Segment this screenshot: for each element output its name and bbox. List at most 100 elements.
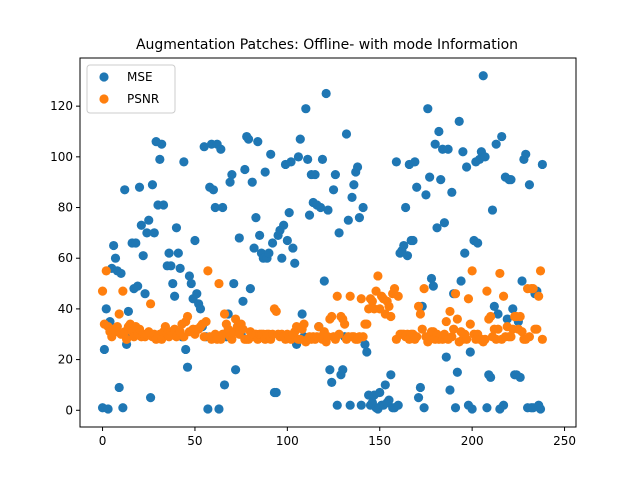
data-point: [179, 157, 189, 167]
data-point: [330, 169, 340, 180]
data-point: [332, 400, 342, 410]
axes: 0 50 100 150 200 250 0 20 40 60 80 100 120: [50, 57, 577, 448]
data-point: [234, 233, 244, 243]
data-point: [524, 332, 535, 342]
data-point: [498, 400, 509, 410]
data-point: [384, 301, 394, 311]
data-point: [219, 309, 230, 319]
data-point: [356, 294, 366, 304]
x-tick-label: 250: [553, 434, 576, 448]
data-point: [384, 395, 394, 405]
data-point: [168, 278, 178, 289]
data-point: [439, 218, 450, 228]
data-point: [297, 309, 307, 319]
y-tick-label: 60: [58, 251, 73, 265]
data-point: [243, 134, 254, 144]
x-tick-label: 50: [187, 434, 202, 448]
data-point: [462, 162, 472, 172]
data-point: [123, 306, 134, 317]
series-psnr: [97, 266, 547, 347]
data-point: [419, 284, 429, 294]
data-point: [170, 291, 180, 301]
data-point: [456, 276, 466, 286]
data-point: [214, 278, 224, 289]
data-point: [295, 134, 305, 144]
data-point: [277, 253, 287, 263]
y-tick-label: 0: [65, 403, 73, 417]
data-point: [506, 332, 516, 342]
data-point: [182, 362, 193, 372]
data-point: [347, 192, 357, 202]
data-point: [203, 266, 213, 276]
data-point: [253, 137, 263, 147]
data-point: [288, 243, 298, 253]
data-point: [173, 248, 183, 258]
data-point: [465, 347, 475, 357]
data-point: [327, 311, 337, 322]
data-point: [478, 71, 488, 81]
data-point: [110, 253, 121, 263]
data-point: [338, 365, 348, 375]
data-point: [517, 276, 527, 286]
data-point: [227, 169, 237, 180]
data-point: [299, 319, 309, 329]
data-point: [332, 291, 342, 301]
data-point: [114, 382, 124, 393]
data-point: [166, 261, 176, 271]
data-point: [199, 142, 209, 152]
data-point: [118, 286, 128, 296]
data-point: [99, 344, 109, 355]
data-point: [290, 258, 300, 268]
data-point: [534, 291, 544, 301]
data-point: [356, 400, 366, 410]
data-point: [120, 185, 130, 195]
data-point: [426, 273, 437, 284]
y-tick-label: 40: [58, 302, 73, 316]
data-point: [238, 324, 248, 334]
data-point: [255, 230, 265, 240]
data-point: [386, 370, 396, 380]
data-point: [506, 175, 516, 185]
data-point: [271, 387, 281, 398]
data-point: [524, 180, 535, 190]
data-point: [227, 334, 237, 344]
data-point: [195, 304, 206, 314]
data-point: [441, 316, 451, 327]
data-point: [535, 404, 546, 414]
data-point: [380, 380, 390, 390]
data-point: [103, 404, 113, 414]
data-point: [282, 235, 292, 246]
data-point: [402, 251, 413, 261]
data-point: [498, 291, 509, 301]
data-point: [316, 202, 326, 213]
data-point: [460, 248, 470, 258]
data-point: [271, 306, 281, 317]
data-point: [482, 286, 492, 296]
data-point: [157, 139, 167, 149]
data-point: [486, 311, 496, 322]
data-point: [391, 157, 401, 167]
data-point: [301, 104, 311, 114]
data-point: [389, 284, 400, 294]
data-point: [149, 228, 159, 238]
data-point: [109, 240, 119, 251]
data-point: [231, 365, 241, 375]
data-point: [417, 324, 427, 334]
data-point: [247, 177, 257, 187]
plot-frame: [79, 57, 577, 428]
data-point: [521, 149, 531, 159]
legend-label-mse: MSE: [127, 70, 153, 84]
y-tick-label: 120: [50, 99, 73, 113]
data-point: [251, 213, 261, 223]
plot-area: [97, 71, 547, 414]
data-point: [450, 403, 461, 413]
data-point: [144, 215, 154, 225]
data-point: [208, 185, 219, 195]
data-point: [354, 213, 365, 223]
data-point: [491, 139, 501, 149]
data-point: [386, 311, 396, 322]
data-point: [487, 205, 498, 215]
data-point: [497, 131, 507, 142]
x-tick-label: 100: [276, 434, 299, 448]
